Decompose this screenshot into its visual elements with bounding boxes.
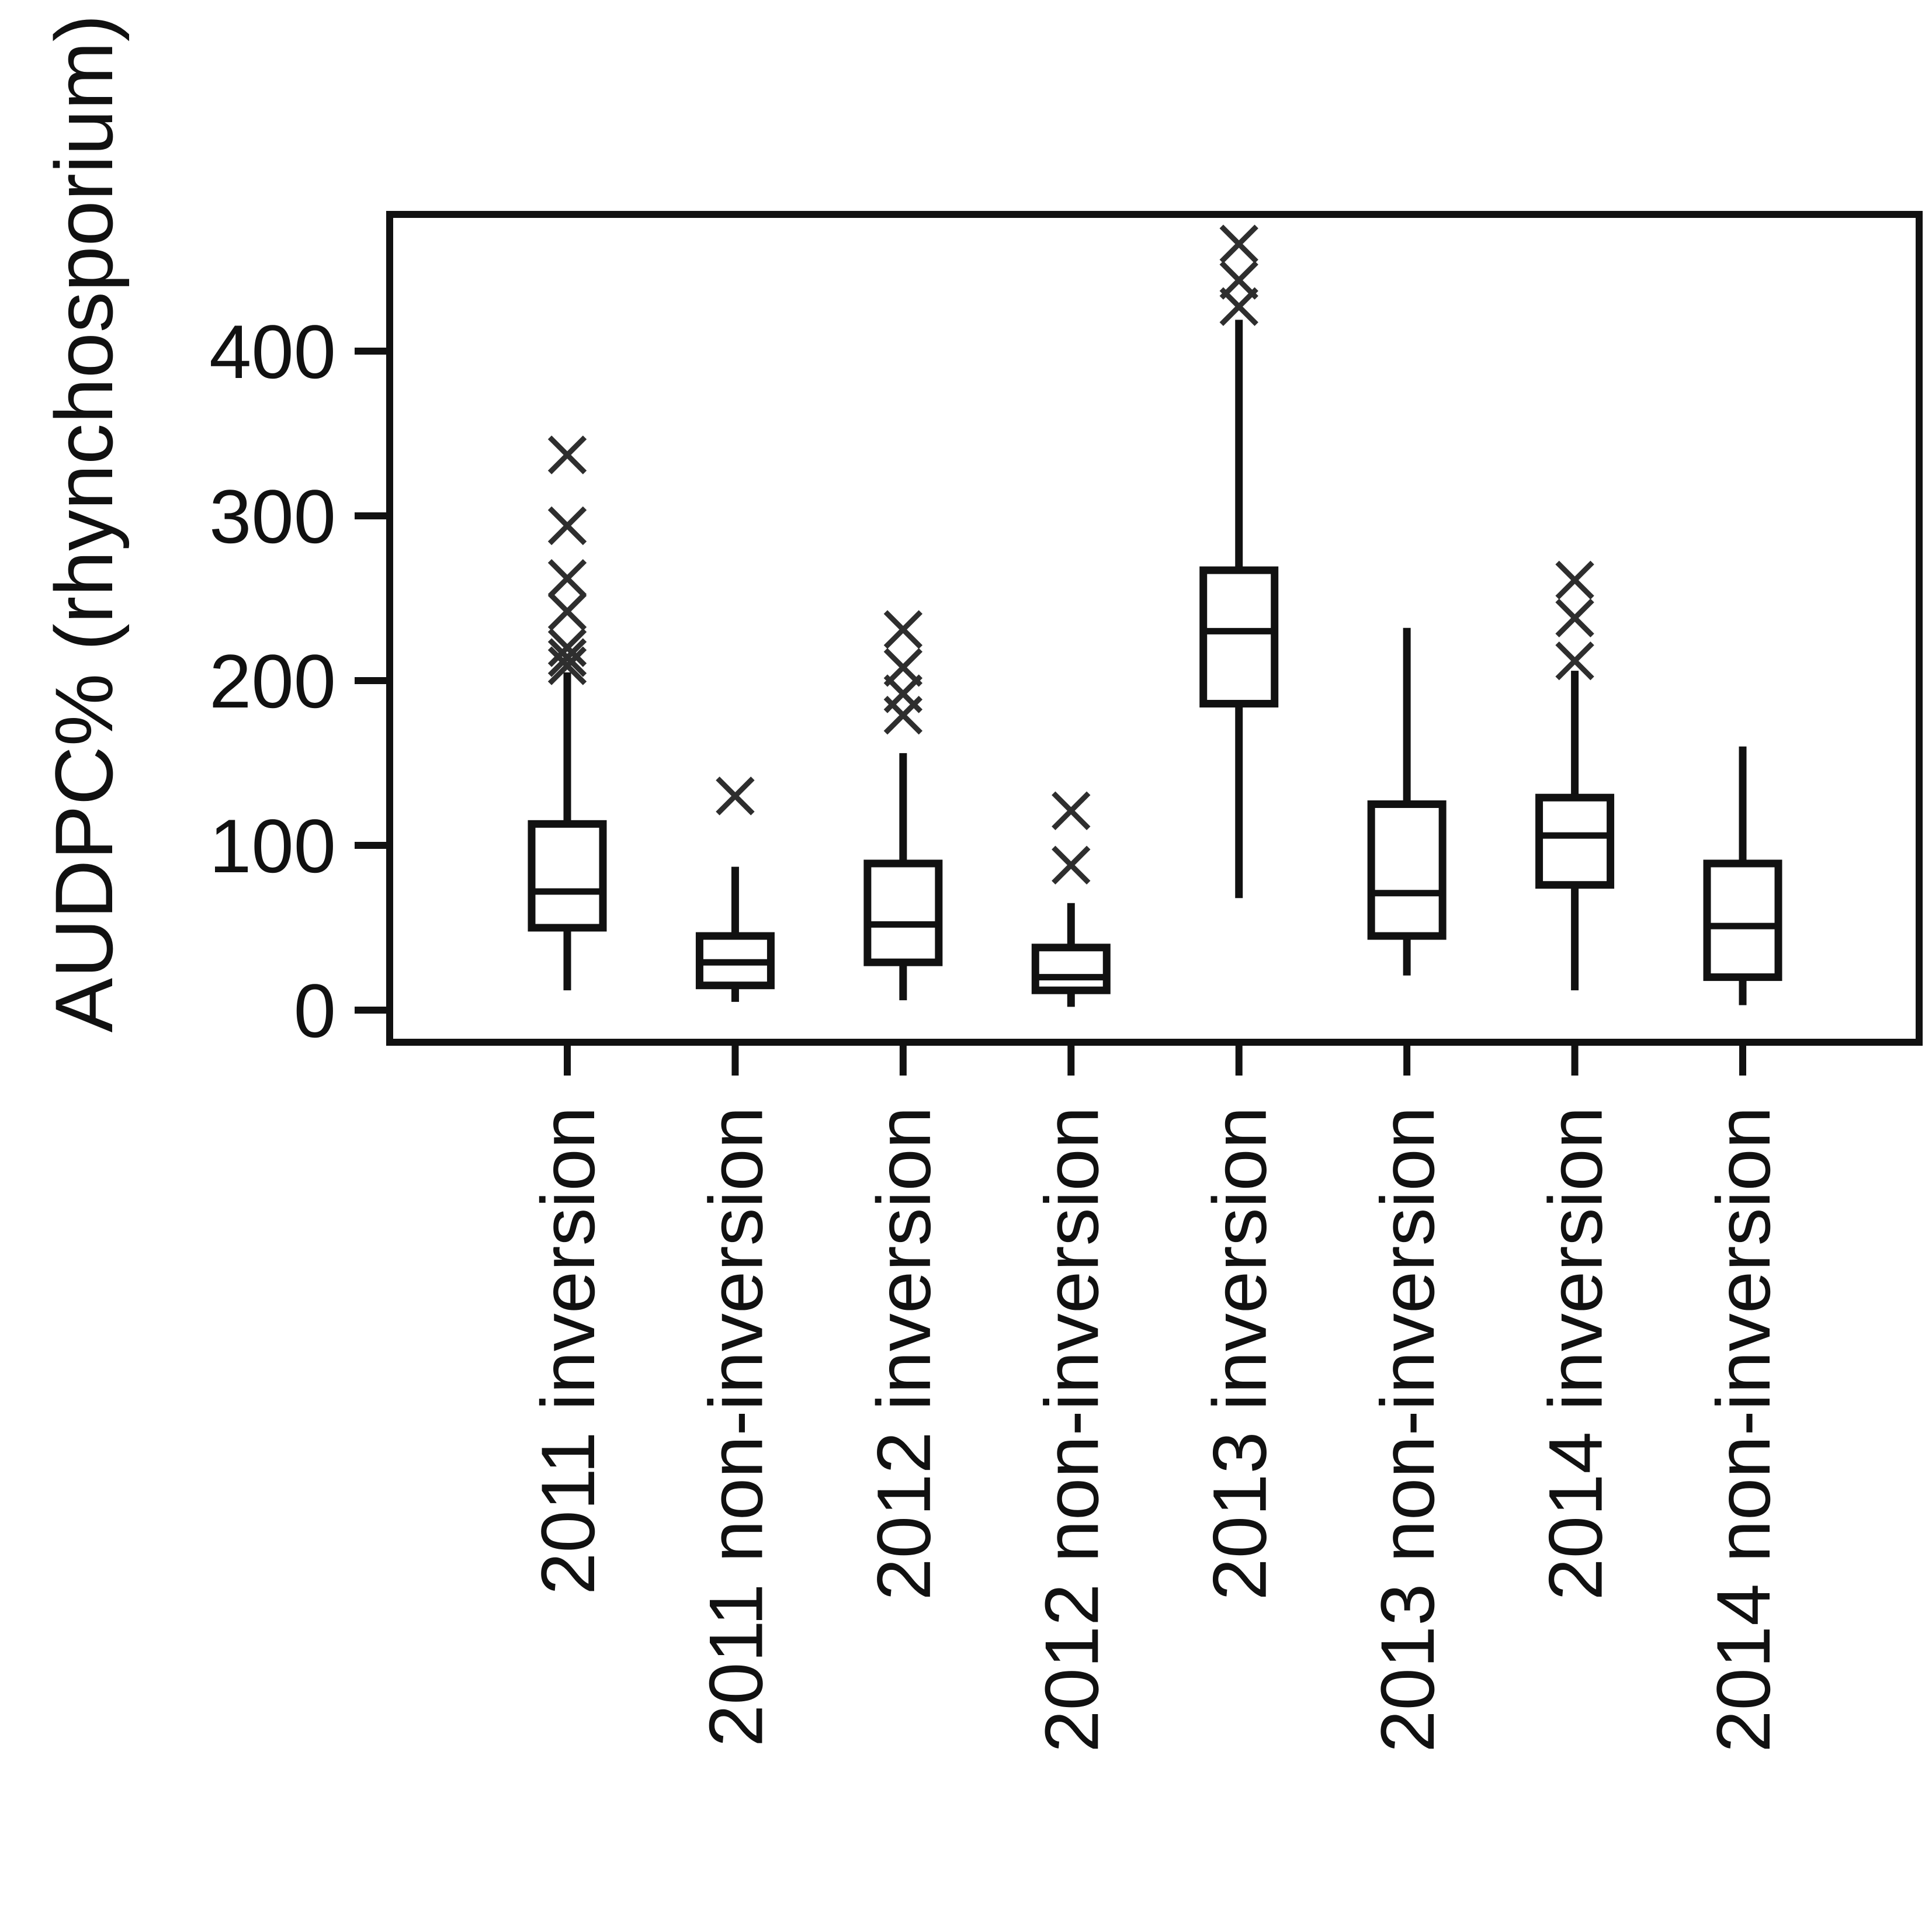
outlier-x-icon <box>1219 224 1258 263</box>
x-tick-label: 2013 non-inversion <box>1365 1107 1450 1753</box>
outlier-x-icon <box>883 648 923 687</box>
outlier-x-icon <box>547 592 587 631</box>
x-tick-label: 2012 inversion <box>861 1107 946 1601</box>
x-tick-label: 2012 non-inversion <box>1029 1107 1114 1753</box>
outlier-stroke <box>1219 224 1258 263</box>
outlier-stroke <box>547 592 587 631</box>
iqr-box <box>863 859 943 966</box>
plot-frame <box>386 211 1923 1046</box>
outlier-stroke <box>1052 791 1091 830</box>
box-plot-2014-inversion <box>1535 671 1615 991</box>
outlier-x-icon <box>1555 598 1594 638</box>
outlier-x-icon <box>547 506 587 546</box>
outlier-x-icon <box>1555 560 1594 600</box>
x-tick-label: 2014 non-inversion <box>1701 1107 1786 1753</box>
outlier-x-icon <box>1052 791 1091 830</box>
outlier-stroke <box>716 776 755 816</box>
outlier-stroke <box>1555 641 1594 681</box>
outlier-stroke <box>1555 560 1594 600</box>
outlier-x-icon <box>547 646 587 685</box>
outlier-x-icon <box>716 776 755 816</box>
iqr-box <box>1031 944 1111 994</box>
outliers-layer <box>547 224 1594 885</box>
iqr-box <box>1199 566 1279 707</box>
outlier-x-icon <box>883 610 923 649</box>
box-plot-2011-non-inversion <box>695 866 775 1002</box>
outlier-x-icon <box>1555 641 1594 681</box>
x-tick-label: 2014 inversion <box>1533 1107 1618 1601</box>
outlier-stroke <box>1052 845 1091 885</box>
y-tick-label: 0 <box>294 968 336 1053</box>
iqr-box <box>528 820 607 932</box>
box-plot-2013-non-inversion <box>1367 627 1447 976</box>
box-plot-2014-non-inversion <box>1703 746 1782 1005</box>
y-tick-label: 100 <box>209 803 336 889</box>
outlier-stroke <box>547 628 587 667</box>
y-axis-title: AUDPC% (rhynchosporium) <box>38 15 130 1033</box>
outlier-stroke <box>1219 261 1258 300</box>
outlier-stroke <box>547 435 587 474</box>
outlier-x-icon <box>547 638 587 677</box>
iqr-box <box>1367 800 1447 940</box>
boxes-layer <box>528 320 1782 1007</box>
y-tick-label: 300 <box>209 474 336 559</box>
y-tick-label: 400 <box>209 309 336 394</box>
box-plot-2011-inversion <box>528 672 607 991</box>
outlier-stroke <box>883 610 923 649</box>
outlier-stroke <box>547 646 587 685</box>
iqr-box <box>1535 793 1615 889</box>
boxplot-figure: AUDPC% (rhynchosporium) 0 100 200 300 400 AUD… <box>23 9 1932 1916</box>
boxplot-chart: 0 100 200 300 400 AUDPC% (rhynchosporium) 201… <box>38 15 1923 1753</box>
outlier-stroke <box>547 638 587 677</box>
outlier-x-icon <box>1219 261 1258 300</box>
plot-frame-border <box>386 211 1923 1046</box>
outlier-stroke <box>547 506 587 546</box>
y-tick-label: 200 <box>209 639 336 724</box>
y-axis: 0 100 200 300 400 AUDPC% (rhynchosporium) <box>38 15 390 1053</box>
outlier-x-icon <box>1052 845 1091 885</box>
x-tick-label: 2011 inversion <box>525 1107 611 1595</box>
x-axis: 2011 inversion 2011 non-inversion 2012 inv… <box>525 1042 1786 1753</box>
outlier-x-icon <box>547 559 587 598</box>
outlier-stroke <box>883 648 923 687</box>
iqr-box <box>1703 859 1782 981</box>
x-tick-label: 2011 non-inversion <box>693 1107 778 1747</box>
x-tick-label: 2013 inversion <box>1197 1107 1282 1601</box>
box-plot-2013-inversion <box>1199 320 1279 899</box>
box-plot-2012-inversion <box>863 753 943 1001</box>
outlier-stroke <box>1555 598 1594 638</box>
outlier-x-icon <box>547 435 587 474</box>
outlier-x-icon <box>547 628 587 667</box>
outlier-stroke <box>547 559 587 598</box>
box-plot-2012-non-inversion <box>1031 903 1111 1007</box>
